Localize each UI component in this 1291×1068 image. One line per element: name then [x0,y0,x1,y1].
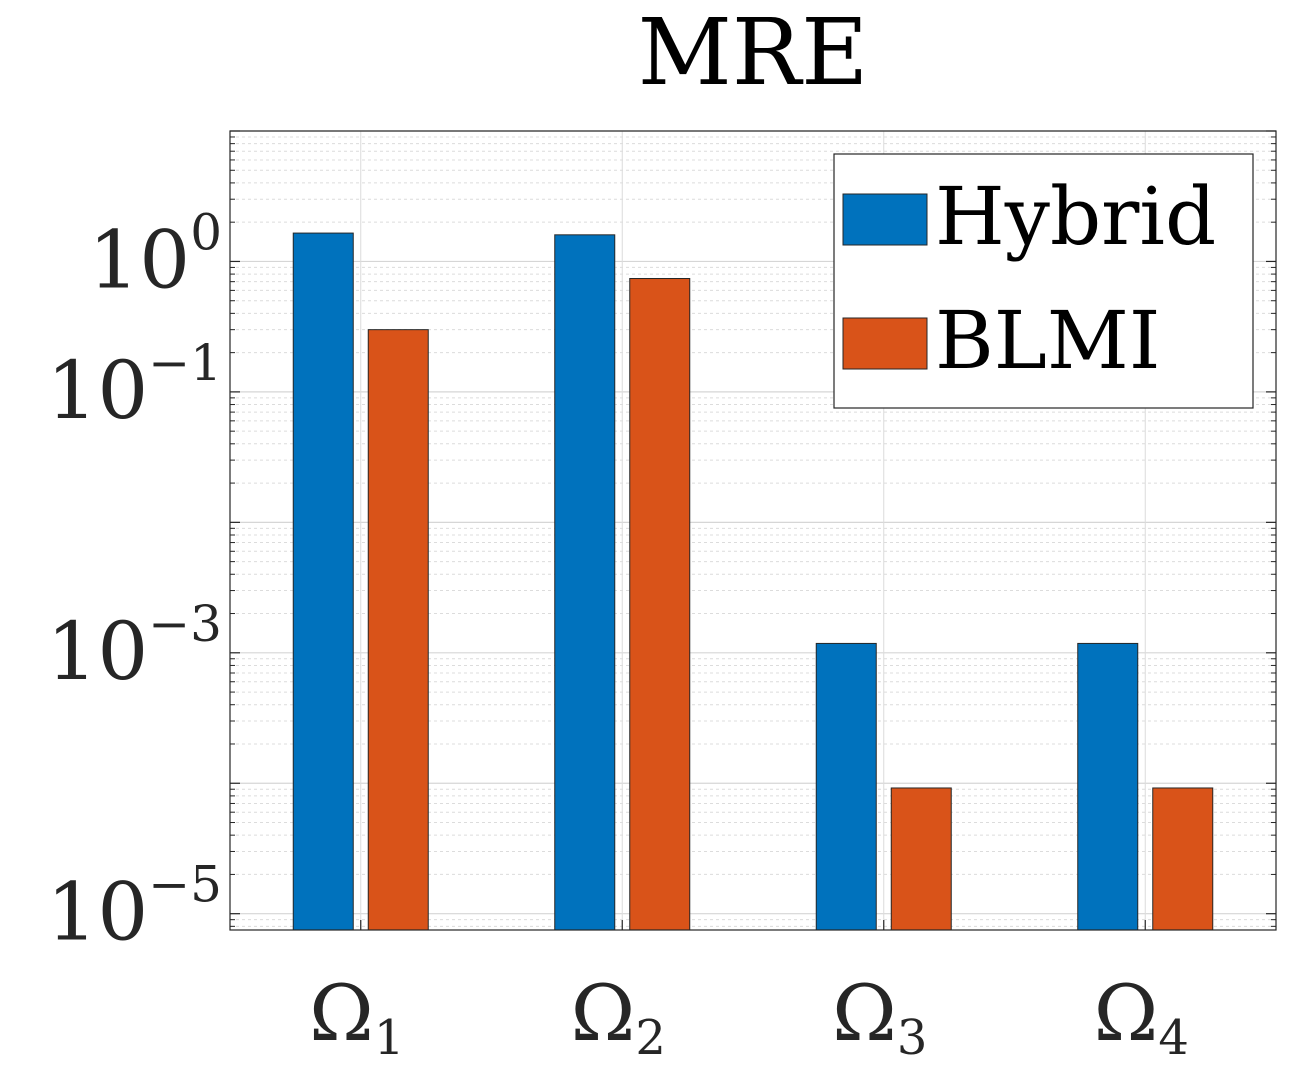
legend-swatch-blmi [842,317,928,370]
x-tick-labels: Ω1 Ω2 Ω3 Ω4 [309,969,1189,1066]
x-tick-label-4: Ω4 [1094,969,1189,1066]
x-tick-label-1: Ω1 [309,969,404,1066]
bar-hybrid-1 [292,232,354,931]
axis-ticks [230,130,1276,930]
bar-blmi-1 [367,329,429,931]
bar-blmi-4 [1152,787,1214,931]
legend-label-hybrid: Hybrid [935,170,1216,263]
bars [292,232,1214,931]
x-tick-label-3: Ω3 [832,969,927,1066]
bar-blmi-2 [629,278,691,931]
y-tick-label: 100 [88,203,222,306]
legend: Hybrid BLMI [833,153,1254,409]
legend-swatch-hybrid [842,193,928,246]
y-tick-labels: 100 10−1 10−3 10−5 [46,203,222,958]
legend-label-blmi: BLMI [935,294,1160,387]
y-tick-label: 10−5 [46,856,222,959]
chart-title: MRE [638,0,869,106]
bar-hybrid-2 [554,234,616,931]
x-tick-label-2: Ω2 [571,969,666,1066]
bar-blmi-3 [890,787,952,931]
y-tick-label: 10−1 [46,334,222,437]
y-tick-label: 10−3 [46,595,222,698]
bar-hybrid-4 [1077,642,1139,931]
bar-hybrid-3 [815,642,877,931]
plot-frame [229,130,1277,931]
